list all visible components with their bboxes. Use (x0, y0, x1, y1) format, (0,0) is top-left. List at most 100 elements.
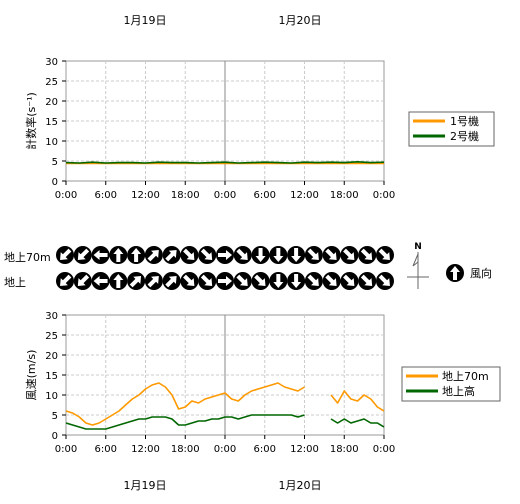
wind-arrow-icon-1-6-glyph (165, 276, 177, 288)
wind-arrow-icon-1-11 (251, 272, 270, 290)
count-rate-y-ticks: 0 5 10 15 20 25 30 (45, 57, 66, 188)
count-rate-xtick-label-8: 0:00 (373, 190, 395, 201)
wind-arrow-icon-0-17-glyph (360, 248, 373, 260)
compass-arrow-icon (412, 253, 419, 267)
wind-speed-xtick-label-2: 12:00 (131, 444, 160, 455)
wind-arrow-icon-0-5-glyph (147, 250, 159, 262)
wind-arrow-icon-1-4 (127, 272, 146, 290)
wind-arrow-icon-0-12-glyph (273, 248, 284, 262)
wind-legend-arrow-icon (446, 264, 464, 282)
wind-arrow-icon-0-18 (376, 246, 394, 264)
count-rate-grid (66, 61, 384, 181)
wind-arrow-icon-0-8-glyph (200, 248, 213, 260)
count-rate-series-1-line (65, 161, 385, 164)
wind-arrow-icon-0-3-glyph (113, 248, 124, 262)
wind-arrow-icon-0-8 (198, 246, 217, 264)
wind-arrow-icon-1-16-glyph (343, 274, 355, 286)
wind-arrow-icon-0-6-glyph (165, 250, 177, 262)
wind-arrow-icon-1-13-glyph (291, 274, 302, 288)
wind-arrow-icon-1-8-glyph (200, 274, 213, 286)
wind-speed-series-1-line (65, 414, 385, 430)
wind-arrow-icon-1-12-glyph (273, 274, 284, 288)
wind-arrow-icon-0-9 (216, 246, 234, 264)
wind-arrow-icon-0-0 (56, 246, 74, 264)
count-rate-legend-box (408, 111, 495, 147)
wind-arrow-icon-1-18 (376, 272, 394, 290)
wind-arrow-icon-1-7 (180, 272, 199, 290)
count-rate-series (65, 161, 385, 165)
wind-speed-ytick-label-4: 20 (45, 351, 58, 362)
wind-arrow-icon-0-18-glyph (378, 248, 390, 260)
count-rate-ytick-label-1: 5 (52, 157, 58, 168)
count-rate-xtick-label-3: 18:00 (171, 190, 200, 201)
wind-arrow-icon-1-2-glyph (93, 276, 108, 286)
wind-speed-legend-box (401, 366, 501, 402)
count-rate-xtick-label-0: 0:00 (55, 190, 77, 201)
wind-arrow-icon-0-16-glyph (343, 248, 355, 260)
count-rate-x-ticks: 0:00 6:00 12:00 18:00 0:00 6:00 12:00 18:00 0:00 (55, 181, 395, 201)
wind-arrow-icon-1-12 (269, 272, 288, 290)
wind-arrow-icon-1-3 (109, 272, 128, 290)
count-rate-y-axis-label: 計数率(s⁻¹) (24, 92, 38, 150)
wind-arrow-icon-0-9-glyph (218, 250, 232, 260)
wind-speed-ytick-label-1: 5 (52, 411, 58, 422)
wind-direction-section: 地上70m 地上 N 風向 (4, 242, 492, 290)
count-rate-xtick-label-5: 6:00 (254, 190, 276, 201)
wind-arrow-icon-1-18-glyph (378, 274, 390, 286)
wind-speed-ytick-label-2: 10 (45, 391, 58, 402)
count-rate-xtick-label-7: 18:00 (330, 190, 359, 201)
wind-speed-ytick-label-6: 30 (45, 311, 58, 322)
wind-speed-xtick-label-3: 18:00 (171, 444, 200, 455)
wind-arrow-icon-1-5-glyph (147, 276, 159, 288)
north-compass: N (407, 242, 429, 289)
wind-arrow-icon-1-15-glyph (325, 274, 337, 286)
wind-arrow-icon-0-4 (127, 246, 146, 264)
wind-arrow-icon-0-13-glyph (291, 248, 302, 262)
wind-arrow-icon-1-1-glyph (77, 274, 90, 286)
wind-arrow-icon-0-7 (180, 246, 199, 264)
count-rate-ytick-label-4: 20 (45, 97, 58, 108)
wind-arrow-icon-0-1 (73, 246, 92, 264)
wind-arrow-icon-1-17-glyph (360, 274, 373, 286)
wind-arrow-icon-1-3-glyph (113, 274, 124, 288)
legend-label-unit1: 1号機 (450, 114, 479, 128)
wind-arrow-icon-0-11 (251, 246, 270, 264)
header-date-day2: 1月20日 (279, 14, 322, 27)
wind-arrow-icon-1-15 (322, 272, 341, 290)
wind-arrow-icon-1-9-glyph (218, 276, 232, 286)
wind-speed-ytick-label-0: 0 (52, 431, 58, 442)
wind-arrow-icon-1-6 (162, 272, 181, 290)
wind-arrow-icon-0-15-glyph (325, 248, 337, 260)
count-rate-xtick-label-1: 6:00 (95, 190, 117, 201)
wind-arrow-icon-0-13 (287, 246, 306, 264)
wind-arrow-icon-1-11-glyph (254, 274, 266, 286)
count-rate-ytick-label-6: 30 (45, 57, 58, 68)
wind-arrow-icon-0-5 (144, 246, 163, 264)
wind-arrow-icon-1-17 (358, 272, 377, 290)
wind-arrow-icon-1-16 (340, 272, 359, 290)
wind-row-label-70m: 地上70m (4, 251, 51, 264)
wind-arrow-icon-0-0-glyph (60, 248, 72, 260)
wind-arrow-icon-1-13 (287, 272, 306, 290)
wind-arrow-icon-0-3 (109, 246, 128, 264)
wind-arrow-icon-1-2 (91, 272, 110, 290)
wind-speed-legend: 地上70m 地上高 (401, 366, 501, 402)
wind-arrow-icon-0-2-glyph (93, 250, 108, 260)
count-rate-ytick-label-0: 0 (52, 177, 58, 188)
wind-speed-ytick-label-3: 15 (45, 371, 58, 382)
wind-row-label-ground: 地上 (4, 276, 26, 289)
wind-arrow-icon-0-11-glyph (255, 248, 266, 262)
wind-arrow-icon-1-0 (56, 272, 74, 290)
wind-arrow-icon-0-12 (269, 246, 288, 264)
wind-arrow-icon-1-10-glyph (236, 274, 248, 286)
wind-arrow-icon-0-10 (233, 246, 252, 264)
wind-arrow-icon-1-14-glyph (307, 274, 319, 286)
count-rate-xtick-label-6: 12:00 (290, 190, 319, 201)
wind-arrow-icon-1-7-glyph (183, 274, 195, 286)
wind-speed-xtick-label-6: 12:00 (290, 444, 319, 455)
wind-arrow-icon-1-8 (198, 272, 217, 290)
count-rate-ytick-label-5: 25 (45, 77, 58, 88)
wind-speed-xtick-label-7: 18:00 (330, 444, 359, 455)
wind-row-ground (56, 272, 394, 290)
